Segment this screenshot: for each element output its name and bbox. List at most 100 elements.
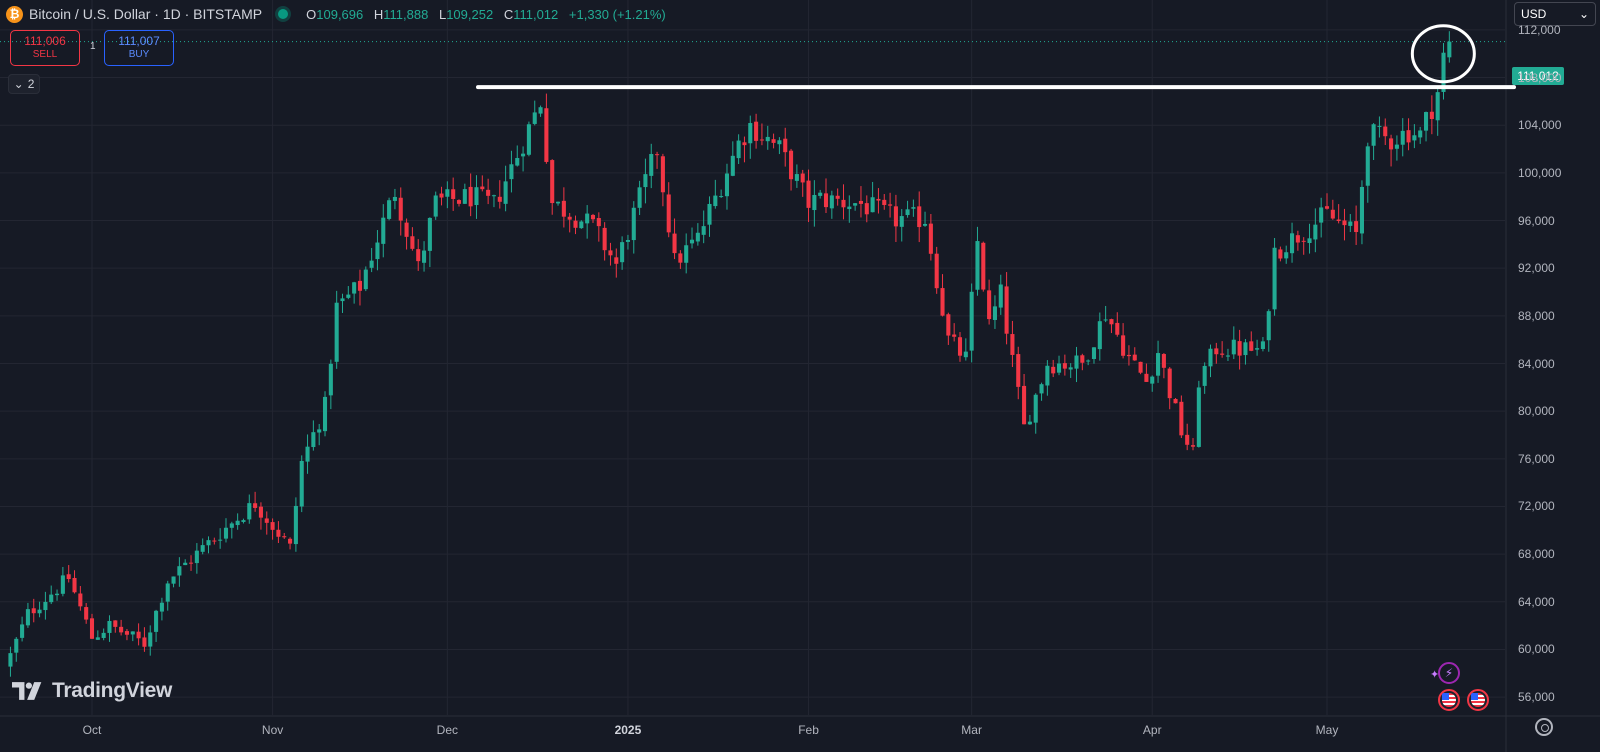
candle-body-up [1202, 365, 1207, 386]
candle-body-up [352, 282, 357, 294]
candle-body-down [1080, 355, 1085, 363]
candle-body-up [620, 242, 625, 263]
tradingview-logo[interactable]: TradingView [12, 679, 172, 703]
symbol-header[interactable]: ₿ Bitcoin / U.S. Dollar · 1D · BITSTAMP … [6, 4, 673, 24]
candle-body-up [777, 140, 782, 145]
candle-body-up [515, 158, 520, 166]
candle-body-down [864, 203, 869, 215]
candle-body-up [1307, 238, 1312, 244]
close-value: 111,012 [513, 6, 559, 22]
candle-body-down [480, 186, 485, 190]
candle-body-up [1290, 233, 1295, 254]
spread-value: 1 [90, 41, 96, 52]
candle-body-down [655, 154, 660, 156]
candle-body-up [171, 576, 176, 584]
candle-body-up [538, 107, 543, 114]
candle-body-down [1132, 354, 1137, 361]
candle-body-down [1429, 111, 1434, 119]
candle-body-down [742, 142, 747, 146]
candle-body-down [1383, 126, 1388, 137]
candle-body-up [684, 245, 689, 263]
y-axis-tick-label: 68,000 [1518, 547, 1555, 562]
candle-body-up [521, 153, 526, 157]
candle-body-up [1091, 347, 1097, 359]
us-economic-event-icon[interactable] [1438, 689, 1460, 711]
candle-body-down [800, 173, 805, 183]
candle-body-up [200, 545, 205, 552]
buy-button[interactable]: 111,007 BUY [104, 30, 174, 66]
candle-body-up [1435, 92, 1440, 121]
y-axis-tick-label: 60,000 [1518, 642, 1555, 657]
us-economic-event-icon[interactable] [1467, 689, 1489, 711]
candle-body-down [142, 637, 147, 647]
candle-body-down [497, 196, 502, 202]
currency-selector[interactable]: USD ⌄ [1514, 2, 1596, 26]
sell-label: SELL [32, 49, 58, 60]
candle-body-up [218, 539, 223, 541]
settings-gear-icon[interactable] [1535, 718, 1553, 736]
x-axis-tick-label: Dec [436, 723, 459, 737]
candle-body-down [678, 253, 683, 263]
sell-button[interactable]: 111,006 SELL [10, 30, 80, 66]
candle-body-up [37, 609, 42, 614]
candle-body-up [241, 520, 246, 522]
candle-body-up [229, 523, 234, 528]
candle-body-up [625, 239, 630, 242]
candle-body-down [934, 253, 939, 289]
market-open-indicator [278, 9, 289, 19]
candle-body-up [247, 503, 252, 520]
candle-body-down [282, 536, 287, 538]
candle-body-up [1156, 353, 1161, 376]
candle-body-up [1097, 321, 1102, 350]
candle-body-down [771, 139, 776, 143]
candle-body-down [1062, 363, 1067, 369]
candle-body-up [1033, 394, 1038, 423]
candle-body-up [509, 164, 514, 180]
candle-body-up [1377, 125, 1382, 127]
candle-body-down [759, 139, 764, 141]
candle-body-up [1045, 365, 1050, 386]
candle-body-up [853, 203, 858, 206]
candle-body-up [1272, 247, 1277, 310]
candle-body-up [177, 566, 182, 576]
candle-body-down [1185, 434, 1190, 445]
candle-body-down [1121, 335, 1126, 356]
open-value: 109,696 [316, 6, 364, 22]
candle-body-up [427, 217, 432, 251]
candle-body-up [43, 601, 48, 611]
candle-body-up [1313, 224, 1318, 240]
candle-body-up [969, 291, 974, 351]
candle-body-down [567, 216, 572, 220]
candle-body-down [188, 562, 194, 564]
candle-body-up [1231, 339, 1236, 355]
candle-body-up [998, 284, 1003, 308]
candle-body-down [841, 199, 846, 208]
buy-label: BUY [128, 49, 150, 60]
candle-body-down [276, 529, 281, 537]
candle-body-up [579, 221, 584, 229]
candle-body-up [689, 239, 695, 244]
lightning-icon[interactable]: ⚡ [1438, 662, 1460, 684]
y-axis-tick-label: 100,000 [1518, 165, 1562, 180]
sell-price: 111,006 [24, 34, 66, 48]
candle-body-down [544, 108, 549, 162]
highlight-circle [1410, 24, 1476, 84]
candle-body-up [695, 232, 700, 242]
candle-body-up [1086, 360, 1091, 362]
candle-body-down [468, 186, 473, 207]
candle-body-up [334, 302, 339, 362]
ohlc-values: O109,696 H111,888 L109,252 C111,012 +1,3… [306, 6, 666, 22]
symbol-title[interactable]: Bitcoin / U.S. Dollar · 1D · BITSTAMP [29, 6, 263, 22]
candle-body-up [765, 136, 770, 142]
candle-body-down [1138, 361, 1143, 373]
candle-body-up [911, 207, 916, 209]
candle-body-down [1173, 398, 1178, 404]
candle-body-up [503, 181, 508, 204]
candle-body-up [899, 216, 904, 227]
candle-body-up [526, 124, 531, 155]
indicators-toggle-button[interactable]: ⌄ 2 [8, 74, 40, 94]
candle-body-down [946, 314, 951, 336]
candle-body-down [404, 222, 409, 237]
candle-body-up [317, 429, 322, 433]
